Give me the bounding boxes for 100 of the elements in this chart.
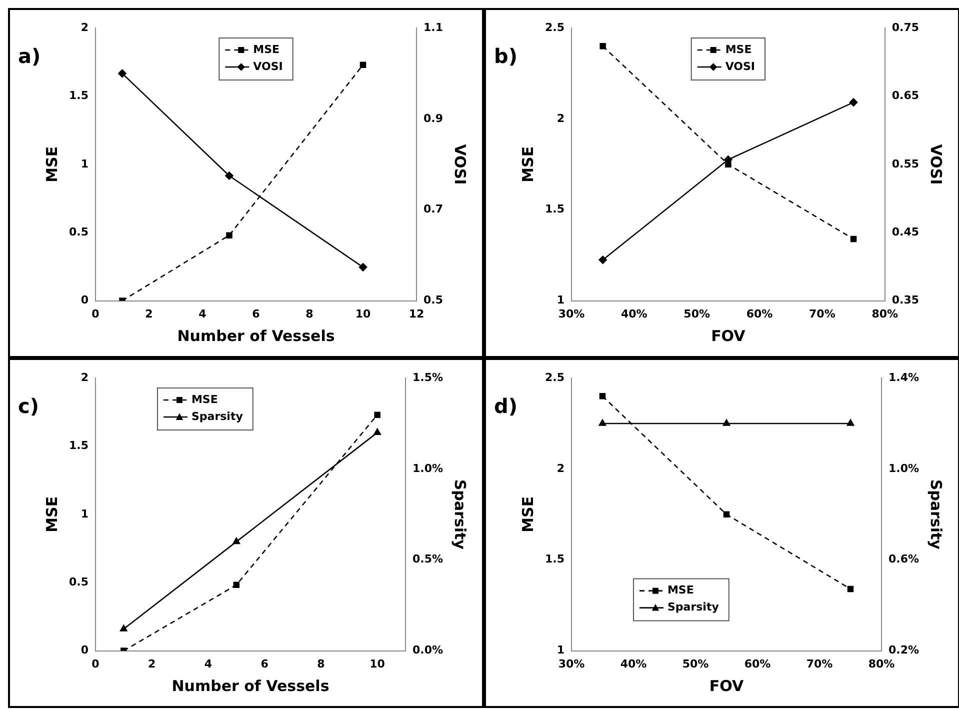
y2-tick-label: 0.9 <box>424 112 444 125</box>
y2-axis-title: VOSI <box>927 144 946 185</box>
point <box>374 428 381 435</box>
y-tick-label: 0 <box>80 294 89 307</box>
y2-axis-title: VOSI <box>451 144 470 185</box>
y-tick-label: 0 <box>80 644 89 657</box>
legend-label: Sparsity <box>667 600 719 614</box>
x-tick-label: 10 <box>355 307 372 320</box>
point <box>120 624 128 632</box>
legend-label: VOSI <box>253 60 283 73</box>
x-tick-label: 70% <box>809 307 836 320</box>
y2-tick-label: 1.4% <box>888 370 920 384</box>
x-tick-label: 60% <box>746 307 773 320</box>
y-tick-label: 2 <box>80 370 88 384</box>
point <box>225 172 234 180</box>
x-tick-label: 50% <box>682 657 709 670</box>
point <box>232 538 240 544</box>
point <box>118 69 126 78</box>
x-tick-label: 12 <box>408 307 424 320</box>
point <box>358 263 368 272</box>
y2-tick-label: 1.5% <box>412 370 444 384</box>
point <box>850 236 857 242</box>
y2-tick-label: 1.0% <box>888 462 920 475</box>
point <box>725 161 732 168</box>
legend-label: MSE <box>253 42 280 56</box>
x-tick-label: 60% <box>744 657 771 670</box>
y-tick-label: 1 <box>556 294 564 307</box>
text: c) <box>18 394 39 418</box>
x-tick-label: 30% <box>558 657 585 670</box>
y-tick-label: 1.5 <box>68 439 88 452</box>
x-tick-label: 2 <box>148 657 156 670</box>
legend-label: VOSI <box>725 60 756 73</box>
y-tick-label: 0.5 <box>68 575 88 588</box>
x-tick-label: 80% <box>872 307 898 320</box>
text: b) <box>494 44 518 68</box>
y2-tick-label: 0.65 <box>892 89 919 102</box>
text: d) <box>494 394 518 418</box>
x-tick-label: 70% <box>806 657 833 670</box>
y-tick-label: 2 <box>556 112 564 125</box>
y2-tick-label: 0.6% <box>888 552 920 566</box>
point <box>360 62 366 68</box>
x-tick-label: 2 <box>145 307 153 320</box>
y-tick-label: 1.5 <box>68 89 88 102</box>
point <box>847 586 854 592</box>
point <box>374 412 380 418</box>
y-tick-label: 2 <box>556 462 564 475</box>
x-tick-label: 0 <box>92 657 100 670</box>
x-tick-label: 10 <box>370 657 386 670</box>
y2-tick-label: 0.2% <box>888 644 920 657</box>
x-tick-label: 6 <box>252 307 260 320</box>
y-axis-title: MSE <box>42 146 61 182</box>
y-axis-title: MSE <box>518 146 537 182</box>
y-tick-label: 2.5 <box>544 20 564 34</box>
x-tick-label: 80% <box>868 657 895 670</box>
y2-axis-title: Sparsity <box>451 479 470 550</box>
y2-tick-label: 0.45 <box>892 225 919 238</box>
y-tick-label: 1.5 <box>544 552 564 566</box>
x-tick-label: 50% <box>684 307 710 320</box>
x-tick-label: 40% <box>620 307 648 320</box>
x-tick-label: 30% <box>558 307 585 320</box>
legend-label: MSE <box>725 42 752 56</box>
y-tick-label: 1 <box>556 644 564 657</box>
point <box>226 232 232 238</box>
point <box>849 98 858 106</box>
y2-axis-title: Sparsity <box>927 479 946 550</box>
legend-label: MSE <box>667 584 694 597</box>
x-tick-label: 0 <box>92 307 100 320</box>
point <box>233 582 240 588</box>
y-tick-label: 1 <box>80 507 88 520</box>
y-tick-label: 1 <box>80 157 88 170</box>
legend-label: MSE <box>191 392 218 406</box>
x-axis-title: FOV <box>711 326 746 345</box>
x-tick-label: 8 <box>306 307 314 320</box>
text: a) <box>18 44 41 68</box>
y2-tick-label: 0.5% <box>412 552 444 566</box>
y2-tick-label: 0.35 <box>892 294 919 307</box>
point <box>598 256 607 264</box>
y-tick-label: 0.5 <box>68 225 88 238</box>
y-axis-title: MSE <box>518 496 537 532</box>
x-axis-title: Number of Vessels <box>172 676 330 695</box>
x-tick-label: 40% <box>620 657 647 670</box>
y-tick-label: 2 <box>80 20 88 34</box>
x-tick-label: 8 <box>317 657 325 670</box>
x-tick-label: 6 <box>260 657 269 670</box>
y-axis-title: MSE <box>42 496 61 532</box>
y2-tick-label: 0.75 <box>892 20 919 34</box>
y2-tick-label: 1.1 <box>424 20 444 34</box>
y-tick-label: 2.5 <box>544 370 564 384</box>
point <box>599 393 606 400</box>
y2-tick-label: 0.55 <box>892 157 919 170</box>
y-tick-label: 1.5 <box>544 202 564 216</box>
x-tick-label: 4 <box>204 657 212 670</box>
point <box>600 43 606 50</box>
y2-tick-label: 1.0% <box>412 462 444 475</box>
point <box>723 511 730 518</box>
x-axis-title: FOV <box>709 676 744 695</box>
y2-tick-label: 0.5 <box>424 294 444 307</box>
x-axis-title: Number of Vessels <box>177 326 335 345</box>
x-tick-label: 4 <box>198 307 207 320</box>
y2-tick-label: 0.0% <box>412 644 444 657</box>
